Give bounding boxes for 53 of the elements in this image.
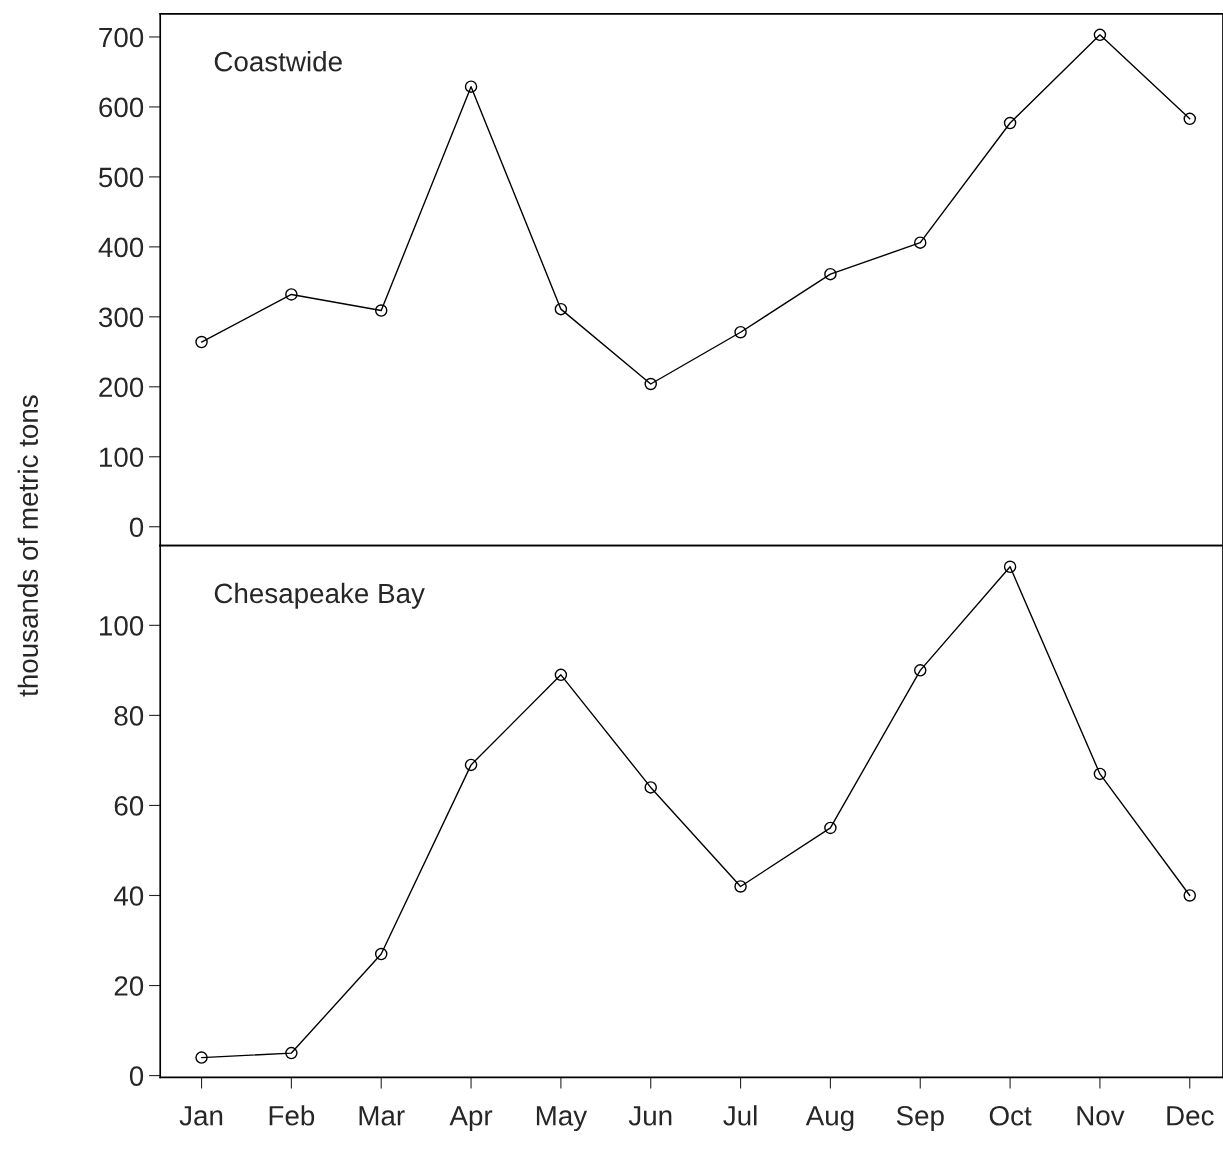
point: [285, 1046, 298, 1060]
y-tick-label: 60: [114, 796, 144, 816]
point: [1003, 116, 1017, 130]
y-tick-label: 100: [100, 616, 144, 636]
y-axis-title: thousands of metric tons: [17, 395, 39, 697]
point: [374, 947, 388, 961]
point: [913, 236, 927, 249]
x-tick-label: Sep: [896, 1105, 944, 1132]
point: [1183, 112, 1197, 126]
point: [1093, 28, 1107, 42]
x-tick-label: Aug: [805, 1106, 854, 1132]
x-tick-label: Jun: [628, 1106, 672, 1126]
point: [644, 781, 657, 794]
point: [1183, 889, 1197, 902]
point: [913, 664, 927, 677]
x-tick-label: Dec: [1167, 1106, 1214, 1126]
point: [824, 821, 837, 835]
text: Chesapeake Bay: [214, 582, 425, 609]
y-tick-label: 80: [114, 706, 144, 726]
y-tick-label: 0: [129, 1066, 144, 1086]
y-tick-label: 500: [99, 167, 144, 188]
point: [464, 80, 478, 93]
point: [374, 304, 388, 317]
x-tick-label: Jan: [179, 1106, 223, 1126]
point: [464, 758, 478, 772]
y-tick-label: 600: [99, 97, 144, 118]
y-tick-label: 40: [113, 886, 144, 906]
y-tick-label: 0: [129, 517, 144, 538]
point: [1003, 560, 1017, 574]
x-tick-label: Oct: [989, 1105, 1032, 1126]
y-tick-label: 300: [98, 307, 144, 328]
x-tick-label: Mar: [359, 1106, 405, 1126]
x-tick-label: Nov: [1077, 1106, 1125, 1126]
point: [195, 1051, 208, 1064]
x-tick-label: Apr: [449, 1106, 493, 1132]
y-tick-label: 100: [100, 447, 144, 468]
point: [554, 302, 568, 316]
y-tick-label: 20: [114, 976, 144, 996]
x-tick-label: May: [536, 1106, 588, 1132]
y-tick-label: 700: [99, 27, 144, 48]
point: [285, 288, 298, 301]
point: [734, 325, 747, 339]
point: [644, 377, 657, 391]
y-tick-label: 400: [98, 237, 144, 258]
point: [734, 880, 747, 893]
point: [1093, 767, 1107, 781]
point: [195, 335, 208, 349]
point: [554, 668, 568, 682]
y-tick-label: 200: [99, 377, 144, 398]
point: [824, 267, 837, 281]
x-tick-label: Feb: [269, 1105, 315, 1126]
text: Coastwide: [214, 51, 342, 72]
x-tick-label: Jul: [723, 1105, 757, 1126]
